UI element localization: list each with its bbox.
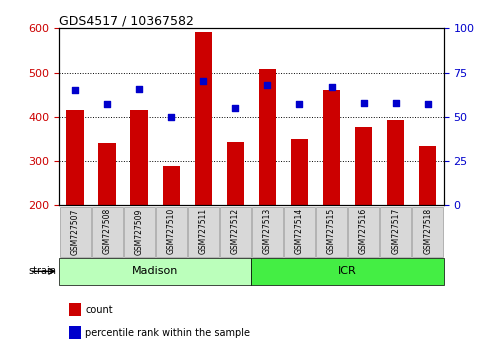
Text: GSM727513: GSM727513: [263, 208, 272, 255]
Point: [359, 100, 367, 105]
Bar: [291, 139, 308, 205]
Text: GSM727515: GSM727515: [327, 208, 336, 255]
Text: GSM727512: GSM727512: [231, 208, 240, 254]
Text: ICR: ICR: [338, 266, 357, 276]
Text: GDS4517 / 10367582: GDS4517 / 10367582: [59, 14, 194, 27]
Point: [423, 102, 432, 107]
Bar: [355, 127, 372, 205]
Point: [263, 82, 271, 88]
Bar: [99, 143, 116, 205]
Bar: [227, 142, 244, 205]
Text: count: count: [85, 305, 113, 315]
Text: strain: strain: [29, 266, 57, 276]
Text: GSM727508: GSM727508: [103, 208, 112, 255]
Point: [199, 79, 207, 84]
Text: GSM727507: GSM727507: [70, 208, 80, 255]
Text: GSM727516: GSM727516: [359, 208, 368, 255]
Text: GSM727517: GSM727517: [391, 208, 400, 255]
Text: GSM727511: GSM727511: [199, 208, 208, 254]
Bar: [323, 90, 340, 205]
Text: GSM727514: GSM727514: [295, 208, 304, 255]
Bar: [419, 147, 436, 205]
Text: percentile rank within the sample: percentile rank within the sample: [85, 328, 250, 338]
Point: [295, 102, 303, 107]
Bar: [163, 166, 180, 205]
Bar: [195, 32, 212, 205]
Point: [231, 105, 239, 111]
Text: Madison: Madison: [132, 266, 178, 276]
Point: [391, 100, 399, 105]
Text: GSM727509: GSM727509: [135, 208, 144, 255]
Bar: [67, 110, 84, 205]
Point: [103, 102, 111, 107]
Bar: [387, 120, 404, 205]
Point: [135, 86, 143, 91]
Text: GSM727510: GSM727510: [167, 208, 176, 255]
Point: [327, 84, 335, 90]
Text: GSM727518: GSM727518: [423, 208, 432, 254]
Bar: [259, 69, 276, 205]
Bar: [131, 110, 148, 205]
Point: [167, 114, 176, 120]
Point: [71, 87, 79, 93]
